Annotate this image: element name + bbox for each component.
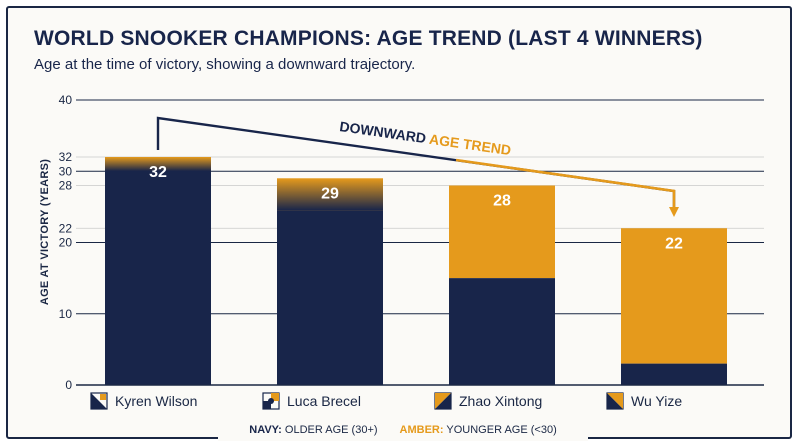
bar-gradient-blend: [277, 178, 383, 211]
trend-text-amber: AGE TREND: [428, 131, 512, 158]
legend-amber-key: AMBER:: [399, 424, 444, 436]
bar-value-label: 22: [665, 235, 683, 252]
legend-navy-text: OLDER AGE (30+): [284, 424, 378, 436]
category-icon: [262, 392, 280, 410]
category-label: Wu Yize: [631, 393, 682, 409]
y-tick-label: 32: [59, 150, 73, 164]
bar-navy-segment: [277, 210, 383, 385]
chart-title: WORLD SNOOKER CHAMPIONS: AGE TREND (LAST…: [34, 27, 703, 50]
bar-gradient-blend: [105, 157, 211, 171]
y-tick-label: 28: [59, 179, 73, 193]
y-tick-label: 22: [59, 221, 73, 235]
bars: [105, 157, 727, 385]
category-label: Luca Brecel: [287, 393, 361, 409]
trend-annotation: DOWNWARD AGE TREND: [156, 116, 679, 217]
y-tick-label: 10: [59, 307, 73, 321]
legend-amber-text: YOUNGER AGE (<30): [446, 424, 557, 436]
bar-amber-segment: [621, 228, 727, 364]
legend-amber: AMBER: YOUNGER AGE (<30): [400, 424, 557, 436]
legend-navy-key: NAVY:: [249, 424, 282, 436]
chart-subtitle: Age at the time of victory, showing a do…: [34, 56, 416, 73]
bar-amber-segment: [449, 185, 555, 279]
y-axis-label: AGE AT VICTORY (YEARS): [39, 159, 51, 305]
bar-value-label: 29: [321, 185, 339, 202]
bar-navy-segment: [449, 278, 555, 385]
color-legend: NAVY: OLDER AGE (30+) AMBER: YOUNGER AGE…: [218, 419, 588, 441]
y-tick-label: 30: [59, 164, 73, 178]
category-icon: [606, 392, 624, 410]
trend-annotation-label: DOWNWARD AGE TREND: [339, 118, 512, 158]
category-icon: [90, 392, 108, 410]
category-labels: Kyren Wilson Luca Brecel Zhao Xintong Wu Yi…: [90, 392, 682, 410]
trend-text-dark: DOWNWARD: [339, 118, 431, 147]
bar-value-label: 32: [149, 164, 167, 181]
bar-navy-segment: [621, 363, 727, 385]
category-label: Kyren Wilson: [115, 393, 197, 409]
category-icon: [434, 392, 452, 410]
category-label: Zhao Xintong: [459, 393, 542, 409]
y-tick-label: 20: [59, 236, 73, 250]
y-tick-label: 40: [59, 93, 73, 107]
legend-navy: NAVY: OLDER AGE (30+): [249, 424, 377, 436]
trend-arrow: [455, 158, 679, 217]
bar-navy-segment: [105, 160, 211, 385]
y-tick-label: 0: [65, 378, 72, 392]
bar-value-label: 28: [493, 193, 511, 210]
value-labels: 32 29 28 22: [149, 164, 683, 252]
